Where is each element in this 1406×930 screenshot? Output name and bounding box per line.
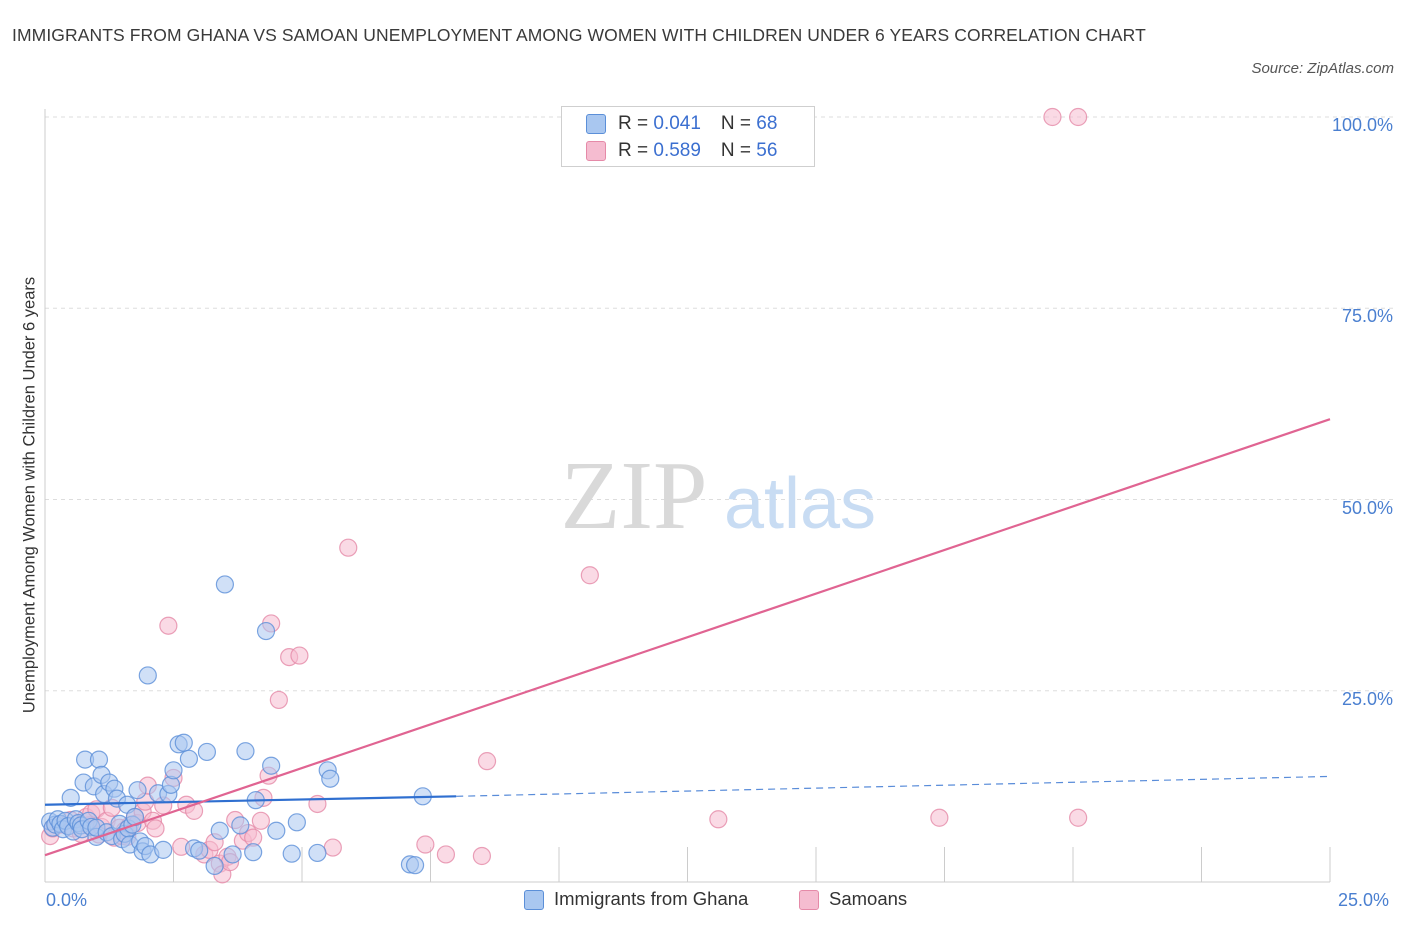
legend-r-value: 0.589 [653,140,701,161]
source-label: Source: ZipAtlas.com [1251,60,1394,77]
legend-swatch-pink [799,890,819,911]
ghana-trend-extension [456,775,1331,797]
bottom-legend-samoans: Samoans [799,888,908,911]
samoan-point [1043,107,1062,127]
legend-label: Samoans [829,888,908,909]
legend-n-value: 56 [756,140,778,161]
y-tick-label: 50.0% [1341,497,1393,518]
samoan-point [323,838,342,857]
ghana-point [154,840,173,859]
axes [44,109,1331,883]
y-tick-label: 100.0% [1331,115,1393,135]
ghana-point [223,845,242,864]
samoan-trend-line [44,418,1331,857]
chart-title: IMMIGRANTS FROM GHANA VS SAMOAN UNEMPLOY… [12,25,1146,45]
legend-n-label: N = [720,140,757,161]
bottom-legend-ghana: Immigrants from Ghana [524,888,749,911]
samoan-point [339,538,358,557]
x-tick-min: 0.0% [46,890,88,910]
watermark-zip: ZIP [561,442,708,550]
correlation-legend: R = 0.041 N = 68 R = 0.589 N = 56 [561,106,815,167]
ghana-point [215,575,234,594]
ghana-point [210,821,229,840]
ghana-point [174,733,193,752]
ghana-point [244,843,263,862]
samoan-point [709,810,728,829]
ghana-point [262,756,281,775]
ghana-point [282,844,301,863]
watermark: ZIP atlas [561,442,877,550]
samoan-point [436,845,456,864]
legend-r-label: R = [618,140,654,161]
ghana-point [190,841,209,860]
ghana-point [89,750,109,769]
samoan-point [472,846,491,866]
gridlines [45,116,1395,692]
ghana-point [267,821,286,840]
samoan-point [416,835,435,854]
legend-r-value: 0.041 [653,113,701,134]
ghana-trend-line [44,795,457,806]
ghana-point [405,856,425,875]
legend-row-samoans: R = 0.589 N = 56 [586,140,777,164]
samoan-point [1069,107,1088,127]
ghana-point [61,788,80,807]
samoan-point [251,811,270,830]
samoan-point [269,690,288,710]
legend-row-ghana: R = 0.041 N = 68 [586,113,777,137]
ghana-point [236,742,255,761]
legend-label: Immigrants from Ghana [554,888,749,909]
ghana-point [179,749,199,768]
samoan-point [477,752,497,771]
samoan-point [146,819,165,838]
ghana-point [205,856,224,876]
y-tick-label: 25.0% [1341,688,1393,709]
watermark-atlas: atlas [724,464,876,544]
ghana-point [128,781,147,800]
ghana-point [231,816,250,835]
ghana-point [197,742,217,762]
x-tick-max: 25.0% [1338,890,1390,910]
legend-n-value: 68 [756,113,778,134]
ghana-point [287,813,306,832]
samoan-point [580,566,599,585]
ghana-point [138,666,157,685]
ghana-point [164,761,183,780]
samoan-point [290,646,309,665]
samoan-point [930,808,949,827]
legend-r-label: R = [618,113,654,134]
legend-swatch-pink [586,140,606,161]
ghana-point [321,769,340,788]
samoan-point [159,616,178,635]
legend-swatch-blue [586,113,606,134]
legend-n-label: N = [720,113,757,134]
ghana-point [256,621,276,641]
trend-lines [44,418,1331,857]
samoan-point [1069,808,1088,827]
legend-swatch-blue [524,890,544,911]
y-tick-label: 75.0% [1341,306,1393,327]
ghana-point [308,843,327,863]
